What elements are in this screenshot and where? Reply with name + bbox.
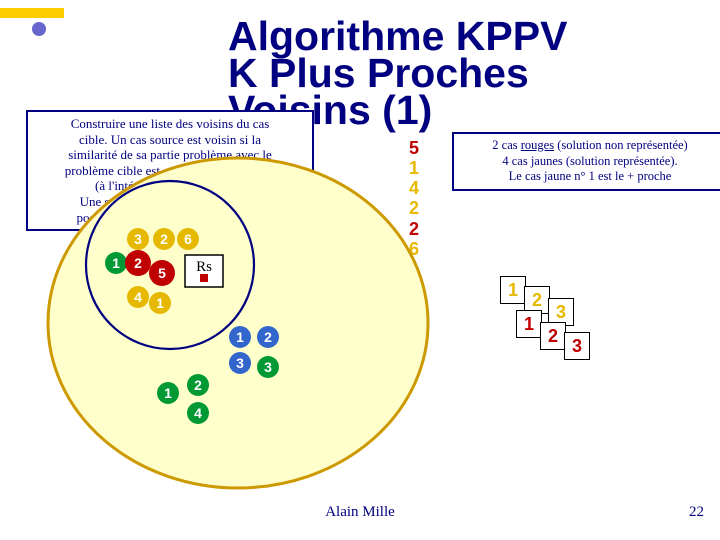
- svg-text:2: 2: [160, 231, 168, 247]
- svg-text:1: 1: [236, 329, 244, 345]
- svg-text:1: 1: [156, 295, 164, 311]
- boxR-l3: Le cas jaune n° 1 est le + proche: [460, 169, 720, 185]
- svg-text:1: 1: [112, 255, 120, 271]
- svg-text:2: 2: [134, 255, 142, 271]
- svg-text:5: 5: [158, 265, 166, 281]
- footer-author: Alain Mille: [0, 504, 720, 521]
- stair-cell: 2: [540, 322, 566, 350]
- svg-text:3: 3: [134, 231, 142, 247]
- stair-cell: 3: [564, 332, 590, 360]
- stair-cell: 1: [516, 310, 542, 338]
- svg-text:6: 6: [184, 231, 192, 247]
- accent-dot: [32, 22, 46, 36]
- svg-text:3: 3: [236, 355, 244, 371]
- right-explain-box: 2 cas rouges (solution non représentée) …: [452, 132, 720, 191]
- page-number: 22: [689, 504, 704, 521]
- svg-text:3: 3: [264, 359, 272, 375]
- svg-text:4: 4: [134, 289, 142, 305]
- svg-text:Rs: Rs: [196, 259, 212, 275]
- boxR-l2: 4 cas jaunes (solution représentée).: [460, 154, 720, 170]
- svg-text:2: 2: [264, 329, 272, 345]
- svg-text:2: 2: [194, 377, 202, 393]
- boxR-l1: 2 cas rouges (solution non représentée): [460, 138, 720, 154]
- svg-text:4: 4: [194, 405, 202, 421]
- stair-cell: 1: [500, 276, 526, 304]
- svg-text:1: 1: [164, 385, 172, 401]
- accent-bar: [0, 8, 64, 18]
- diagram-svg: Rs326125411233124: [10, 105, 460, 505]
